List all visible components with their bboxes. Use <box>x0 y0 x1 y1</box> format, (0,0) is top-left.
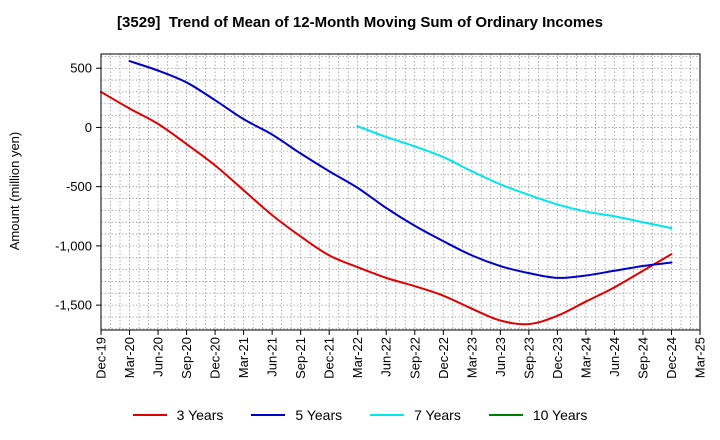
x-tick-label: Dec-20 <box>208 337 223 379</box>
x-tick-label: Dec-19 <box>94 337 109 379</box>
x-tick-label: Mar-21 <box>236 337 251 378</box>
legend-swatch <box>251 414 286 416</box>
legend-label: 7 Years <box>414 407 461 423</box>
x-tick-label: Dec-24 <box>664 337 679 379</box>
chart-title: [3529] Trend of Mean of 12-Month Moving … <box>117 14 603 31</box>
x-tick-label: Sep-22 <box>407 337 422 379</box>
plot-frame <box>100 53 701 331</box>
gridlines <box>101 54 700 330</box>
plot-area-border <box>100 53 701 331</box>
series-line-3-years <box>100 90 673 326</box>
y-tick-label: -500 <box>66 179 92 194</box>
x-tick-label: Jun-21 <box>265 337 280 377</box>
x-tick-label: Jun-20 <box>151 337 166 377</box>
x-tick-label: Jun-23 <box>493 337 508 377</box>
x-tick-label: Jun-24 <box>607 337 622 377</box>
series-lines <box>100 60 673 326</box>
y-tick-label: -1,500 <box>55 298 92 313</box>
x-tick-label: Mar-23 <box>464 337 479 378</box>
legend-item-7-years: 7 Years <box>370 407 461 423</box>
x-tick-label: Jun-22 <box>379 337 394 377</box>
x-tick-label: Mar-25 <box>693 337 708 378</box>
legend-swatch <box>488 414 523 416</box>
x-tick-label: Sep-23 <box>521 337 536 379</box>
x-tick-label: Dec-22 <box>436 337 451 379</box>
legend-label: 5 Years <box>295 407 343 423</box>
x-tick-label: Sep-21 <box>293 337 308 379</box>
y-tick-labels: 500 0 -500 -1,000 -1,500 <box>55 61 101 313</box>
x-tick-label: Dec-23 <box>550 337 565 379</box>
legend-label: 3 Years <box>176 407 224 423</box>
y-axis-label: Amount (million yen) <box>7 132 22 251</box>
x-tick-label: Mar-24 <box>578 337 593 378</box>
x-tick-label: Sep-24 <box>635 337 650 379</box>
legend-item-10-years: 10 Years <box>488 407 588 423</box>
legend-swatch <box>132 414 167 416</box>
y-tick-label: 0 <box>85 120 92 135</box>
x-tick-label: Sep-20 <box>179 337 194 379</box>
series-line-5-years <box>128 60 673 279</box>
y-tick-label: 500 <box>70 61 92 76</box>
legend-item-5-years: 5 Years <box>251 407 342 423</box>
y-tick-label: -1,000 <box>55 238 92 253</box>
legend-swatch <box>370 414 405 416</box>
series-line-7-years <box>356 125 673 230</box>
x-tick-label: Mar-22 <box>350 337 365 378</box>
legend-item-3-years: 3 Years <box>132 407 224 423</box>
x-tick-label: Dec-21 <box>322 337 337 379</box>
x-tick-label: Mar-20 <box>122 337 137 378</box>
x-tick-labels: Dec-19 Mar-20 Jun-20 Sep-20 Dec-20 Mar-21 Jun-… <box>94 330 708 379</box>
legend-label: 10 Years <box>532 407 588 423</box>
legend: 3 Years 5 Years 7 Years 10 Years <box>0 404 720 426</box>
